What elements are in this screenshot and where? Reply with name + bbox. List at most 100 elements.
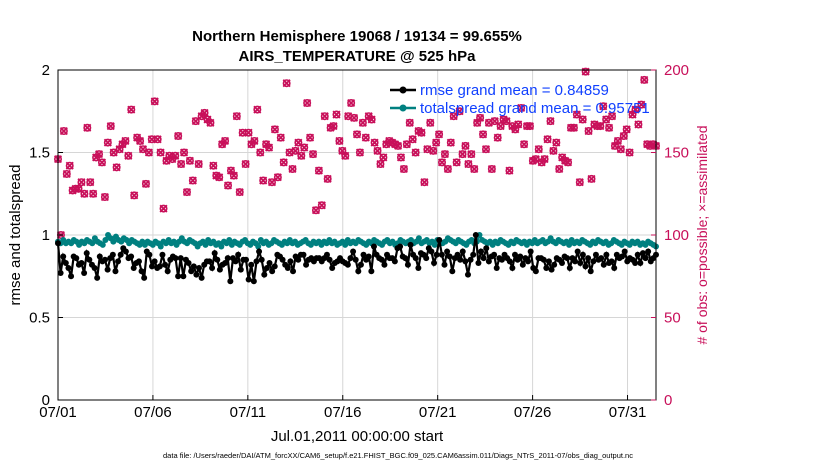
obs-possible-marker: [194, 160, 203, 169]
rmse-point: [193, 271, 200, 278]
rmse-point: [637, 260, 644, 267]
obs-possible-marker: [549, 146, 558, 155]
obs-assimilated-marker: [171, 151, 180, 160]
rmse-point: [256, 248, 263, 255]
obs-possible-marker: [517, 103, 526, 112]
rmse-point: [545, 258, 552, 265]
obs-possible-marker: [235, 188, 244, 197]
obs-possible-marker: [634, 120, 643, 129]
obs-possible-marker: [637, 100, 646, 109]
data-file-footnote: data file: /Users/raeder/DAI/ATM_forcXX/…: [163, 451, 633, 460]
obs-assimilated-marker: [59, 127, 68, 136]
rmse-point: [128, 253, 135, 260]
obs-possible-marker: [150, 97, 159, 106]
obs-possible-marker: [279, 158, 288, 167]
obs-possible-marker: [77, 178, 86, 187]
obs-assimilated-marker: [188, 176, 197, 185]
rmse-point: [402, 255, 409, 262]
rmse-point: [206, 258, 213, 265]
rmse-point: [582, 263, 589, 270]
rmse-point: [149, 263, 156, 270]
rmse-point: [146, 251, 153, 258]
rmse-point: [428, 248, 435, 255]
obs-possible-marker: [479, 130, 488, 139]
obs-assimilated-marker: [250, 136, 259, 145]
obs-possible-marker: [540, 155, 549, 164]
obs-assimilated-marker: [300, 143, 309, 152]
obs-assimilated-marker: [100, 193, 109, 202]
left-y-tick-label: 2: [42, 62, 50, 79]
obs-assimilated-marker: [373, 146, 382, 155]
obs-assimilated-marker: [634, 120, 643, 129]
obs-possible-marker: [206, 118, 215, 127]
obs-possible-marker: [435, 130, 444, 139]
rmse-point: [245, 276, 252, 283]
obs-assimilated-marker: [124, 151, 133, 160]
obs-possible-marker: [112, 163, 121, 172]
rmse-point: [190, 263, 197, 270]
right-y-tick-label: 150: [664, 145, 689, 162]
obs-possible-marker: [355, 148, 364, 157]
obs-possible-marker: [367, 115, 376, 124]
obs-assimilated-marker: [144, 148, 153, 157]
obs-assimilated-marker: [581, 67, 590, 76]
rmse-point: [587, 268, 594, 275]
obs-assimilated-marker: [514, 120, 523, 129]
obs-assimilated-marker: [481, 145, 491, 154]
obs-possible-marker: [215, 173, 224, 182]
rmse-point: [404, 261, 411, 268]
rmse-point: [253, 258, 260, 265]
rmse-point: [65, 265, 72, 271]
obs-assimilated-marker: [127, 105, 136, 114]
rmse-point: [407, 241, 414, 248]
obs-assimilated-marker: [273, 173, 282, 182]
rmse-point: [603, 251, 610, 258]
obs-assimilated-marker: [555, 164, 564, 174]
rmse-point: [344, 261, 351, 268]
obs-assimilated-marker: [446, 138, 455, 147]
rmse-point: [368, 268, 375, 275]
obs-assimilated-marker: [543, 135, 552, 144]
obs-possible-marker: [323, 174, 332, 183]
rmse-point: [517, 253, 524, 260]
obs-assimilated-marker: [376, 160, 385, 169]
rmse-point: [172, 255, 179, 262]
obs-assimilated-marker: [215, 173, 224, 182]
rmse-point: [590, 258, 597, 265]
obs-possible-marker: [297, 151, 306, 160]
left-y-axis-label: rmse and totalspread: [7, 165, 24, 306]
obs-assimilated-marker: [420, 178, 429, 187]
right-y-tick-label: 100: [664, 227, 689, 244]
obs-assimilated-marker: [616, 145, 625, 154]
rmse-point: [78, 260, 85, 267]
obs-possible-marker: [253, 105, 262, 114]
rmse-point: [548, 266, 555, 273]
obs-assimilated-marker: [83, 123, 92, 132]
obs-possible-marker: [332, 110, 341, 119]
rmse-point: [159, 251, 166, 258]
obs-possible-marker: [306, 133, 315, 142]
rmse-point: [378, 256, 385, 263]
obs-possible-marker: [467, 150, 476, 159]
rmse-point: [585, 255, 592, 262]
obs-assimilated-marker: [505, 166, 514, 175]
rmse-point: [162, 261, 169, 268]
obs-assimilated-marker: [156, 148, 165, 157]
obs-assimilated-marker: [182, 188, 192, 197]
obs-possible-marker: [440, 150, 449, 159]
rmse-point: [248, 261, 255, 268]
obs-assimilated-marker: [599, 102, 608, 111]
obs-possible-marker: [481, 145, 490, 154]
obs-possible-marker: [59, 127, 68, 136]
obs-possible-marker: [265, 143, 274, 152]
obs-assimilated-marker: [625, 148, 634, 157]
rmse-point: [423, 255, 430, 262]
totalspread-point: [89, 240, 96, 247]
obs-possible-marker: [229, 171, 238, 180]
obs-possible-marker: [502, 117, 511, 126]
rmse-point: [295, 256, 302, 263]
rmse-point: [525, 258, 532, 265]
rmse-point: [198, 274, 205, 281]
obs-possible-marker: [341, 151, 350, 160]
